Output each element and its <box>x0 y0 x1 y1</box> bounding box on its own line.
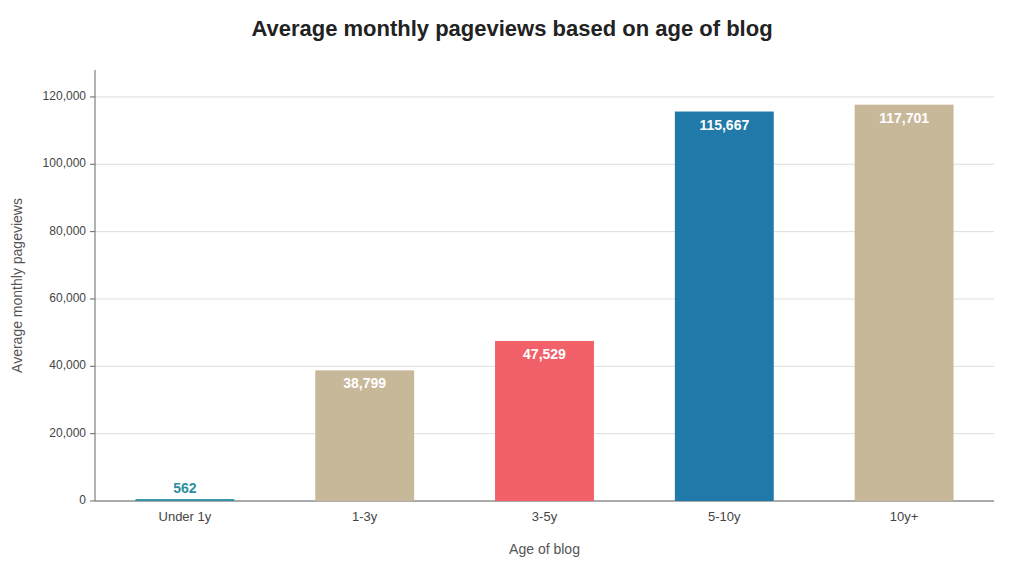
x-axis-label: Age of blog <box>509 541 580 557</box>
x-axis: Under 1y 1-3y 3-5y 5-10y 10y+ <box>159 509 919 524</box>
bars <box>135 105 953 501</box>
x-tick-label: 1-3y <box>352 509 378 524</box>
y-tick-label: 0 <box>79 493 86 507</box>
y-tick <box>90 366 95 367</box>
y-tick <box>90 96 95 97</box>
bar <box>315 370 414 501</box>
data-label: 562 <box>173 480 197 496</box>
bar <box>495 341 594 501</box>
y-axis-label: Average monthly pageviews <box>9 198 25 373</box>
y-tick <box>90 433 95 434</box>
bar <box>855 105 954 501</box>
y-tick-label: 120,000 <box>43 89 87 103</box>
x-tick-label: 10y+ <box>890 509 919 524</box>
x-tick-label: 5-10y <box>708 509 741 524</box>
bar <box>135 499 234 501</box>
y-tick-label: 100,000 <box>43 156 87 170</box>
grid-line <box>95 96 994 97</box>
y-tick <box>90 164 95 165</box>
data-label: 47,529 <box>523 346 566 362</box>
bar <box>675 112 774 501</box>
y-tick-label: 60,000 <box>49 291 86 305</box>
y-tick <box>90 298 95 299</box>
data-label: 115,667 <box>699 117 749 133</box>
y-axis-line <box>95 70 96 501</box>
y-tick-label: 40,000 <box>49 358 86 372</box>
x-tick-label: Under 1y <box>159 509 212 524</box>
y-tick <box>90 231 95 232</box>
data-labels: 562 38,799 47,529 115,667 117,701 <box>173 110 929 496</box>
y-tick-label: 20,000 <box>49 426 86 440</box>
chart: 0 20,000 40,000 60,000 80,000 100,000 120,000 5… <box>0 0 1024 576</box>
x-tick-label: 3-5y <box>532 509 558 524</box>
data-label: 38,799 <box>343 375 386 391</box>
data-label: 117,701 <box>879 110 929 126</box>
y-tick-label: 80,000 <box>49 224 86 238</box>
title: Average monthly pageviews based on age o… <box>251 16 772 41</box>
chart-container: 0 20,000 40,000 60,000 80,000 100,000 120,000 5… <box>0 0 1024 576</box>
y-axis: 0 20,000 40,000 60,000 80,000 100,000 120,000 <box>43 89 994 507</box>
y-tick <box>90 501 95 502</box>
